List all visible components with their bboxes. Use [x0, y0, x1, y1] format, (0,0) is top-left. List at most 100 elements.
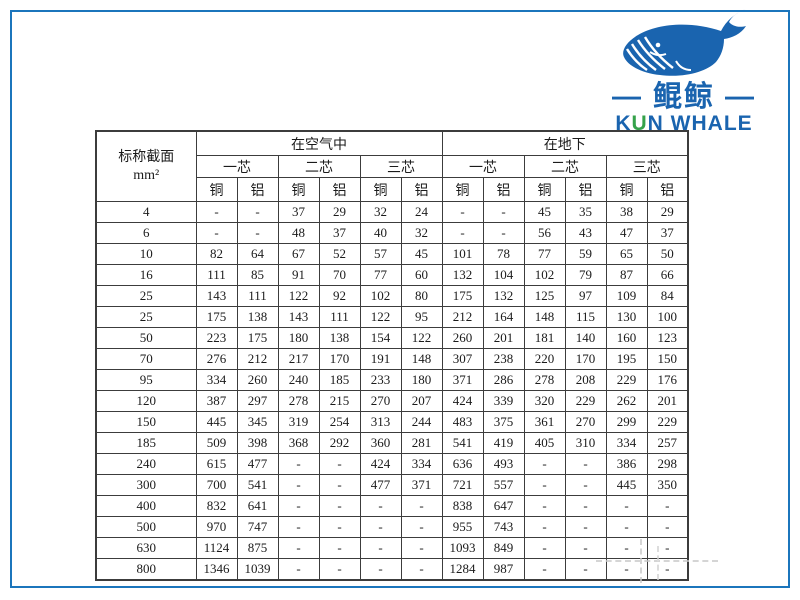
cell: 78	[482, 243, 525, 265]
cell: -	[400, 558, 443, 581]
cell: 371	[441, 369, 484, 391]
cell: -	[359, 495, 402, 517]
cell: 445	[605, 474, 648, 496]
cell: 371	[400, 474, 443, 496]
cell: -	[564, 537, 607, 559]
cell: -	[441, 201, 484, 223]
corner-header-line1: 标称截面	[118, 150, 175, 165]
cell: 140	[564, 327, 607, 349]
cell: 87	[605, 264, 648, 286]
cell: 104	[482, 264, 525, 286]
cell: 387	[195, 390, 238, 412]
cell: 175	[195, 306, 238, 328]
cell: 286	[482, 369, 525, 391]
cell: 138	[236, 306, 279, 328]
cell: -	[605, 558, 648, 581]
cell: 154	[359, 327, 402, 349]
cell: 212	[236, 348, 279, 370]
row-label: 10	[95, 243, 197, 265]
cell: -	[236, 222, 279, 244]
cell: 260	[236, 369, 279, 391]
brand-name-chinese: — 鲲鲸 —	[611, 81, 757, 113]
cell: 970	[195, 516, 238, 538]
table-row: 95 334 260 240 185 233 180 371 286 278 208 229 176	[95, 369, 689, 391]
row-label: 185	[95, 432, 197, 454]
cell: 838	[441, 495, 484, 517]
row-label: 630	[95, 537, 197, 559]
cell: 60	[400, 264, 443, 286]
table-row: 4- -37 29 32 24- -45 35 38 29	[95, 201, 689, 223]
cell: 164	[482, 306, 525, 328]
cell: 278	[277, 390, 320, 412]
cell: 217	[277, 348, 320, 370]
material-header: 铝	[318, 177, 361, 202]
brand-en-k: K	[615, 112, 632, 135]
cell: 319	[277, 411, 320, 433]
cell: 29	[646, 201, 689, 223]
cell: 334	[195, 369, 238, 391]
cell: 1039	[236, 558, 279, 581]
cell: 541	[236, 474, 279, 496]
material-header: 铜	[277, 177, 320, 202]
cell: 47	[605, 222, 648, 244]
cell: 445	[195, 411, 238, 433]
row-label: 240	[95, 453, 197, 475]
cell: 1093	[441, 537, 484, 559]
whale-icon	[623, 9, 746, 76]
cell: 185	[318, 369, 361, 391]
core-header: 一芯	[195, 155, 279, 178]
cell: -	[605, 537, 648, 559]
cell: 40	[359, 222, 402, 244]
table-row: 240 615 477- -424 334 636 493- -386 298	[95, 453, 689, 475]
cell: -	[359, 558, 402, 581]
cell: 207	[400, 390, 443, 412]
cell: 223	[195, 327, 238, 349]
cell: 636	[441, 453, 484, 475]
material-header: 铜	[523, 177, 566, 202]
cell: -	[646, 495, 689, 517]
cell: 238	[482, 348, 525, 370]
cell: -	[277, 474, 320, 496]
cell: -	[523, 495, 566, 517]
cell: 65	[605, 243, 648, 265]
cell: -	[564, 558, 607, 581]
cell: 541	[441, 432, 484, 454]
cell: 334	[400, 453, 443, 475]
cell: 477	[236, 453, 279, 475]
row-label: 4	[95, 201, 197, 223]
cell: 987	[482, 558, 525, 581]
cell: 233	[359, 369, 402, 391]
core-header: 三芯	[605, 155, 689, 178]
cell: 647	[482, 495, 525, 517]
cell: -	[195, 222, 238, 244]
cell: 148	[523, 306, 566, 328]
row-label: 16	[95, 264, 197, 286]
cell: -	[605, 495, 648, 517]
cell: 298	[646, 453, 689, 475]
cell: 398	[236, 432, 279, 454]
cell: 115	[564, 306, 607, 328]
cell: 102	[523, 264, 566, 286]
cell: 310	[564, 432, 607, 454]
table-row: 10 82 64 67 52 57 45 101 78 77 59 65 50	[95, 243, 689, 265]
cell: 148	[400, 348, 443, 370]
cell: -	[523, 474, 566, 496]
cell: 92	[318, 285, 361, 307]
cell: 229	[564, 390, 607, 412]
cell: -	[646, 537, 689, 559]
table-row: 25 143 111 122 92 102 80 175 132 125 97 109 84	[95, 285, 689, 307]
cell: -	[441, 222, 484, 244]
core-header: 二芯	[277, 155, 361, 178]
cell: 557	[482, 474, 525, 496]
material-header: 铝	[400, 177, 443, 202]
group-header-underground: 在地下	[441, 130, 689, 156]
cell: -	[523, 516, 566, 538]
cell: 849	[482, 537, 525, 559]
cell: -	[564, 495, 607, 517]
row-label: 150	[95, 411, 197, 433]
cell: 175	[236, 327, 279, 349]
cell: 37	[646, 222, 689, 244]
cell: 97	[564, 285, 607, 307]
cell: -	[195, 201, 238, 223]
table-row: 70 276 212 217 170 191 148 307 238 220 170 195 150	[95, 348, 689, 370]
